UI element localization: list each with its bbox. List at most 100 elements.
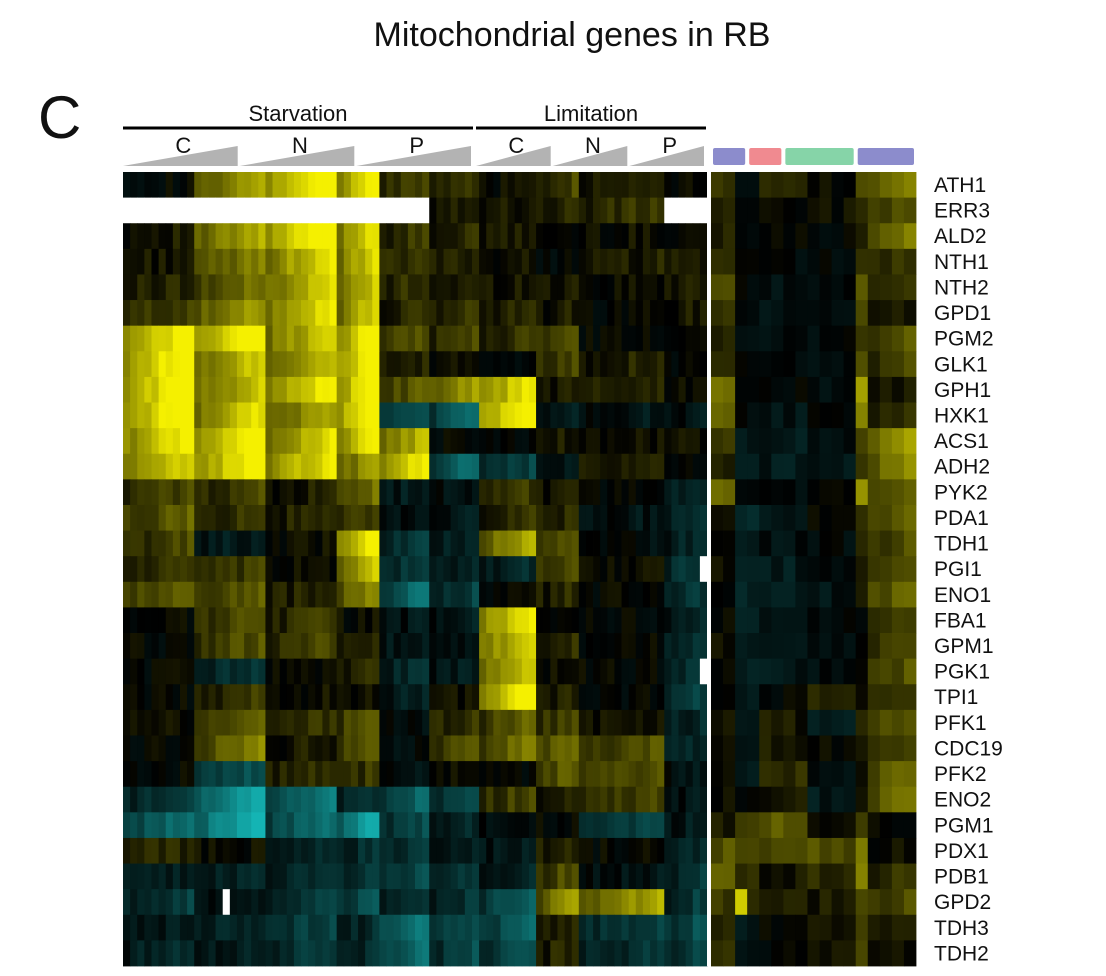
heatmap-cell <box>600 274 608 301</box>
heatmap-cell <box>585 556 594 583</box>
heatmap-cell <box>831 940 845 967</box>
heatmap-cell <box>735 351 748 378</box>
heatmap-cell <box>137 530 145 557</box>
heatmap-cell <box>486 863 494 890</box>
heatmap-cell <box>251 376 259 403</box>
heatmap-cell <box>194 428 202 455</box>
heatmap-cell <box>550 709 558 736</box>
heatmap-cell <box>137 837 145 864</box>
heatmap-cell <box>265 940 273 967</box>
heatmap-cell <box>831 428 845 455</box>
heatmap-cell <box>293 761 302 788</box>
heatmap-cell <box>151 300 160 327</box>
heatmap-cell <box>621 428 630 455</box>
heatmap-cell <box>379 479 387 506</box>
heatmap-cell <box>879 274 893 301</box>
heatmap-cell <box>336 300 345 327</box>
heatmap-cell <box>479 248 487 275</box>
heatmap-cell <box>393 940 402 967</box>
heatmap-cell <box>536 658 544 685</box>
heatmap-cell <box>879 402 893 429</box>
heatmap-cell <box>393 197 402 224</box>
heatmap-cell <box>286 530 295 557</box>
heatmap-cell <box>628 453 637 480</box>
heatmap-cell <box>244 812 252 839</box>
heatmap-cell <box>293 607 302 634</box>
heatmap-cell <box>407 735 416 762</box>
heatmap-cell <box>735 684 748 711</box>
heatmap-cell <box>843 351 857 378</box>
heatmap-cell <box>600 351 608 378</box>
gene-label: PGM1 <box>934 814 994 837</box>
heatmap-cell <box>903 786 917 813</box>
heatmap-cell <box>607 504 615 531</box>
column-subgroup-label: P <box>662 133 677 158</box>
heatmap-cell <box>685 658 694 685</box>
heatmap-cell <box>578 914 587 941</box>
heatmap-cell <box>550 863 558 890</box>
heatmap-cell <box>685 351 694 378</box>
heatmap-cell <box>393 172 402 199</box>
heatmap-cell <box>222 376 231 403</box>
heatmap-cell <box>771 786 784 813</box>
heatmap-cell <box>614 709 622 736</box>
heatmap-cell <box>807 376 820 403</box>
heatmap-cell <box>600 428 608 455</box>
heatmap-cell <box>236 837 245 864</box>
heatmap-cell <box>479 402 487 429</box>
heatmap-cell <box>172 633 181 660</box>
heatmap-cell <box>564 274 573 301</box>
heatmap-cell <box>308 940 316 967</box>
heatmap-cell <box>879 786 893 813</box>
heatmap-cell <box>450 914 459 941</box>
heatmap-cell <box>807 812 820 839</box>
heatmap-cell <box>265 914 273 941</box>
heatmap-cell <box>514 530 523 557</box>
heatmap-cell <box>365 479 373 506</box>
heatmap-cell <box>507 914 516 941</box>
heatmap-cell <box>543 479 551 506</box>
heatmap-cell <box>350 325 359 352</box>
heatmap-cell <box>543 556 551 583</box>
heatmap-cell <box>436 274 444 301</box>
heatmap-cell <box>571 376 580 403</box>
heatmap-cell <box>855 248 869 275</box>
heatmap-cell <box>486 428 494 455</box>
heatmap-cell <box>867 453 881 480</box>
heatmap-cell <box>747 684 760 711</box>
heatmap-cell <box>528 325 537 352</box>
heatmap-cell <box>585 761 594 788</box>
heatmap-cell <box>258 658 266 685</box>
heatmap-cell <box>265 376 273 403</box>
heatmap-cell <box>144 581 152 608</box>
heatmap-cell <box>251 300 259 327</box>
heatmap-cell <box>365 735 373 762</box>
heatmap-cell <box>891 530 905 557</box>
heatmap-cell <box>208 735 216 762</box>
heatmap-cell <box>571 325 580 352</box>
heatmap-cell <box>265 453 273 480</box>
heatmap-cell <box>607 761 615 788</box>
heatmap-cell <box>564 172 573 199</box>
heatmap-cell <box>628 248 637 275</box>
heatmap-cell <box>536 453 544 480</box>
heatmap-cell <box>208 325 216 352</box>
heatmap-cell <box>500 325 508 352</box>
heatmap-cell <box>436 914 444 941</box>
heatmap-cell <box>415 581 423 608</box>
heatmap-cell <box>215 325 224 352</box>
heatmap-cell <box>329 709 338 736</box>
heatmap-cell <box>514 837 523 864</box>
heatmap-cell <box>400 889 409 916</box>
heatmap-cell <box>642 274 651 301</box>
heatmap-cell <box>258 428 266 455</box>
column-subgroup-label: C <box>508 133 524 158</box>
heatmap-cell <box>807 709 820 736</box>
heatmap-cell <box>194 735 202 762</box>
heatmap-cell <box>855 633 869 660</box>
heatmap-cell <box>471 274 480 301</box>
heatmap-cell <box>457 786 466 813</box>
heatmap-cell <box>795 812 808 839</box>
heatmap-cell <box>585 607 594 634</box>
heatmap-cell <box>671 607 679 634</box>
